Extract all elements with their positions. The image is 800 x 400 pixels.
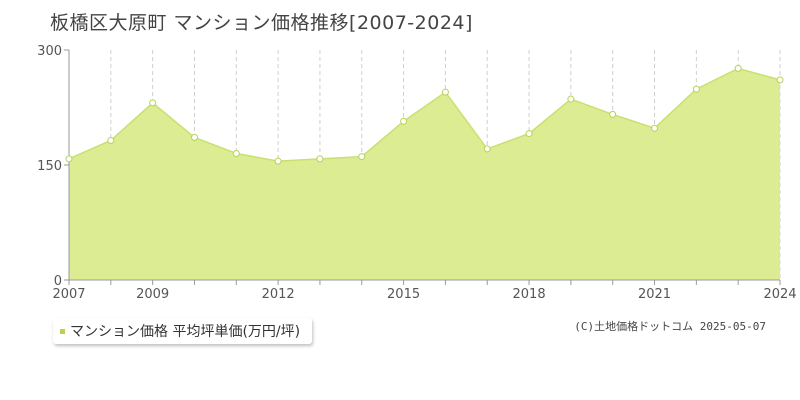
data-points: [65, 64, 784, 165]
y-axis-ticks: 0 150 300: [37, 44, 69, 289]
source-credit: (C)土地価格ドットコム 2025-05-07: [574, 320, 766, 333]
data-point: [483, 145, 491, 153]
data-point: [65, 155, 73, 163]
data-point: [776, 76, 784, 84]
data-point: [232, 150, 240, 157]
data-point: [190, 133, 198, 141]
data-point: [400, 117, 408, 125]
chart-title: 板橋区大原町 マンション価格推移[2007-2024]: [50, 12, 473, 34]
y-tick-label: 300: [37, 44, 62, 59]
data-point: [567, 95, 575, 103]
data-point: [274, 157, 282, 165]
x-tick-label: 2024: [763, 287, 796, 302]
x-tick-label: 2007: [52, 287, 85, 302]
data-point: [441, 88, 449, 96]
data-point: [525, 130, 533, 138]
series-line: [68, 67, 781, 162]
y-tick-label: 0: [54, 274, 62, 289]
area-series: [68, 67, 781, 281]
x-axis-ticks: 2007 2009 2012 2015 2018 2021 2024: [52, 280, 797, 302]
x-tick-label: 2015: [387, 287, 420, 302]
data-point: [149, 99, 157, 107]
data-point: [734, 64, 742, 72]
legend-marker: [60, 328, 65, 334]
data-point: [651, 124, 659, 132]
series-area-fill: [69, 68, 780, 281]
legend-label: マンション価格 平均坪単価(万円/坪): [70, 324, 301, 340]
y-tick-label: 150: [37, 159, 62, 174]
chart-legend: マンション価格 平均坪単価(万円/坪): [53, 318, 313, 344]
x-tick-label: 2018: [513, 287, 546, 302]
x-tick-label: 2012: [262, 287, 295, 302]
x-tick-label: 2021: [638, 287, 671, 302]
data-point: [609, 110, 617, 118]
data-point: [107, 136, 115, 144]
data-point: [316, 155, 324, 163]
data-point: [692, 85, 700, 93]
x-tick-label: 2009: [136, 287, 169, 302]
data-point: [358, 153, 366, 161]
